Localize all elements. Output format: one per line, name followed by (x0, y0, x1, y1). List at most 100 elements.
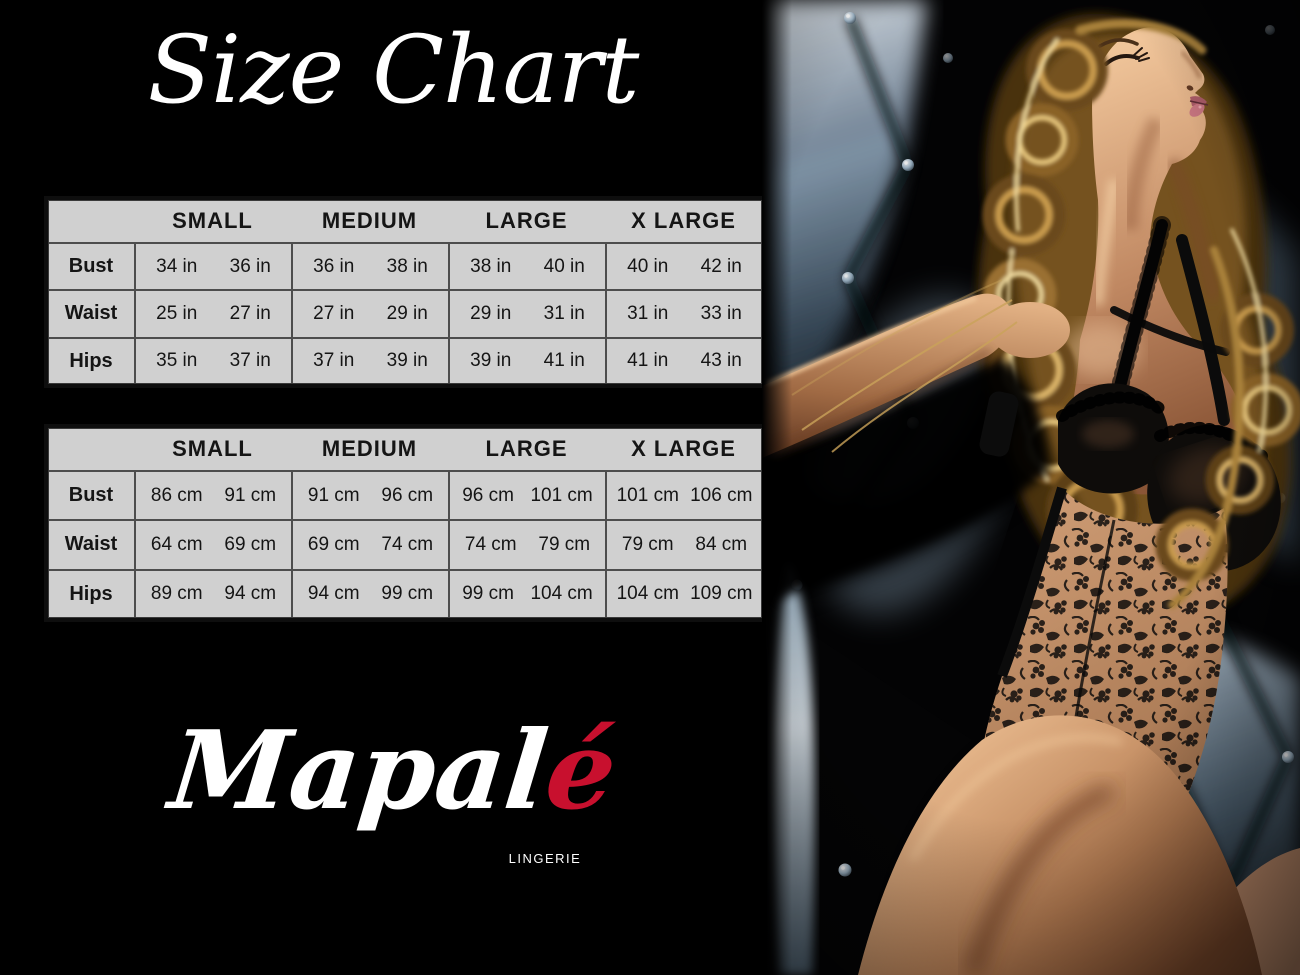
value: 96 cm (462, 484, 514, 506)
value: 79 cm (538, 533, 591, 555)
value: 101 cm (530, 484, 593, 506)
header-row: SMALL MEDIUM LARGE X LARGE (48, 428, 762, 470)
cell-waist-medium: 27 in 29 in (291, 291, 448, 337)
value: 69 cm (307, 533, 360, 555)
table-row-bust: Bust 34 in 36 in 36 in 38 in 38 in 40 in 40… (48, 242, 762, 290)
value: 27 in (229, 302, 271, 324)
value: 74 cm (381, 533, 434, 555)
value: 43 in (700, 350, 742, 372)
table-row-bust: Bust 86 cm 91 cm 91 cm 96 cm 96 cm 101 cm 1… (48, 470, 762, 520)
model-photo-illustration (762, 0, 1300, 975)
value: 104 cm (530, 583, 593, 605)
page-title: Size Chart (147, 16, 640, 125)
value: 36 in (229, 255, 271, 277)
cell-waist-xlarge: 31 in 33 in (605, 291, 762, 337)
col-header-small: SMALL (172, 208, 253, 233)
vignette (762, 0, 1300, 975)
cell-hips-large: 99 cm 104 cm (448, 570, 605, 618)
cell-bust-small: 86 cm 91 cm (134, 472, 291, 520)
cell-hips-large: 39 in 41 in (448, 338, 605, 384)
value: 79 cm (621, 533, 674, 555)
value: 89 cm (150, 583, 203, 605)
size-table-inches: SMALL MEDIUM LARGE X LARGE Bust 34 in 36 … (44, 196, 766, 388)
value: 99 cm (462, 583, 514, 605)
value: 40 in (627, 255, 669, 277)
value: 31 in (627, 302, 669, 324)
value: 101 cm (616, 484, 679, 506)
header-row: SMALL MEDIUM LARGE X LARGE (48, 200, 762, 242)
value: 38 in (470, 255, 512, 277)
value: 74 cm (464, 533, 517, 555)
row-label: Hips (69, 582, 113, 605)
cell-bust-xlarge: 40 in 42 in (605, 244, 762, 290)
value: 104 cm (616, 583, 679, 605)
value: 99 cm (381, 583, 434, 605)
col-header-xlarge: X LARGE (631, 208, 736, 233)
cell-bust-medium: 36 in 38 in (291, 244, 448, 290)
model-photo (762, 0, 1300, 975)
table-row-waist: Waist 64 cm 69 cm 69 cm 74 cm 74 cm 79 cm 7… (48, 519, 762, 569)
corner-cell (48, 200, 134, 242)
cell-hips-medium: 94 cm 99 cm (291, 570, 448, 618)
value: 37 in (229, 350, 271, 372)
cell-waist-small: 25 in 27 in (134, 291, 291, 337)
value: 35 in (156, 350, 198, 372)
cell-waist-large: 74 cm 79 cm (448, 521, 605, 569)
value: 42 in (700, 255, 742, 277)
row-label: Waist (64, 533, 118, 556)
cell-hips-small: 35 in 37 in (134, 338, 291, 384)
value: 64 cm (150, 533, 203, 555)
col-header-medium: MEDIUM (321, 208, 418, 233)
value: 31 in (543, 302, 585, 324)
value: 25 in (156, 302, 198, 324)
value: 91 cm (307, 484, 360, 506)
value: 84 cm (695, 533, 748, 555)
col-header-small: SMALL (172, 436, 253, 461)
value: 34 in (156, 255, 198, 277)
value: 33 in (700, 302, 742, 324)
value: 37 in (313, 350, 355, 372)
cell-hips-xlarge: 104 cm 109 cm (605, 570, 762, 618)
table-row-hips: Hips 35 in 37 in 37 in 39 in 39 in 41 in 41… (48, 336, 762, 384)
value: 39 in (470, 350, 512, 372)
table-row-waist: Waist 25 in 27 in 27 in 29 in 29 in 31 in 3… (48, 289, 762, 337)
value: 40 in (543, 255, 585, 277)
value: 38 in (386, 255, 428, 277)
cell-bust-small: 34 in 36 in (134, 244, 291, 290)
corner-cell (48, 428, 134, 470)
cell-waist-small: 64 cm 69 cm (134, 521, 291, 569)
cell-bust-large: 38 in 40 in (448, 244, 605, 290)
value: 94 cm (307, 583, 360, 605)
col-header-xlarge: X LARGE (631, 436, 736, 461)
value: 69 cm (224, 533, 277, 555)
col-header-medium: MEDIUM (321, 436, 418, 461)
value: 91 cm (224, 484, 277, 506)
value: 96 cm (381, 484, 434, 506)
size-table-centimeters: SMALL MEDIUM LARGE X LARGE Bust 86 cm 91 … (44, 424, 766, 622)
col-header-large: LARGE (485, 436, 568, 461)
row-label: Bust (68, 484, 114, 507)
info-panel: Size Chart SMALL MEDIUM LARGE X LARGE Bu… (44, 16, 766, 866)
value: 94 cm (224, 583, 277, 605)
brand-tagline: LINGERIE (508, 851, 582, 866)
brand-wordmark: Mapal (164, 708, 554, 834)
value: 41 in (543, 350, 585, 372)
cell-waist-medium: 69 cm 74 cm (291, 521, 448, 569)
value: 86 cm (150, 484, 203, 506)
value: 41 in (627, 350, 669, 372)
cell-waist-large: 29 in 31 in (448, 291, 605, 337)
value: 36 in (313, 255, 355, 277)
cell-hips-small: 89 cm 94 cm (134, 570, 291, 618)
cell-waist-xlarge: 79 cm 84 cm (605, 521, 762, 569)
value: 29 in (386, 302, 428, 324)
cell-bust-large: 96 cm 101 cm (448, 472, 605, 520)
row-label: Bust (68, 255, 114, 278)
value: 106 cm (690, 484, 753, 506)
brand-logo: Mapalé (0, 708, 792, 834)
cell-bust-xlarge: 101 cm 106 cm (605, 472, 762, 520)
row-label: Hips (69, 349, 113, 372)
cell-hips-xlarge: 41 in 43 in (605, 338, 762, 384)
row-label: Waist (64, 302, 118, 325)
cell-bust-medium: 91 cm 96 cm (291, 472, 448, 520)
brand-accent-letter: é (540, 708, 623, 834)
